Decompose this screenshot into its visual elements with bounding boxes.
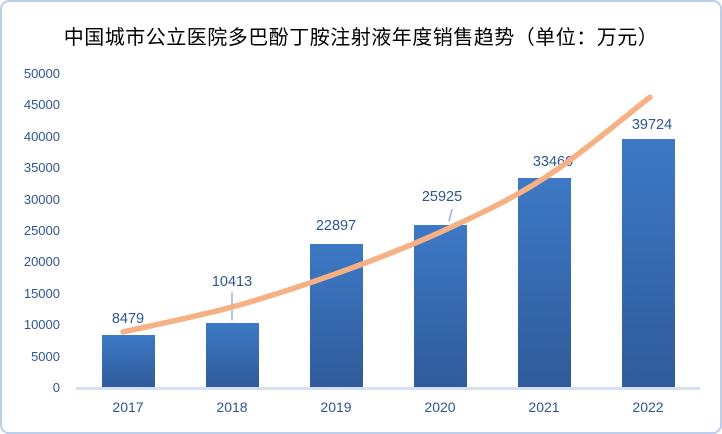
x-axis-label: 2019 bbox=[320, 399, 352, 415]
x-axis-line bbox=[76, 387, 700, 390]
bar-2017 bbox=[101, 334, 155, 387]
y-axis-tick-label: 40000 bbox=[23, 128, 60, 144]
y-axis-tick-label: 25000 bbox=[23, 223, 60, 238]
data-label: 8479 bbox=[111, 310, 145, 327]
y-axis-tick-label: 30000 bbox=[23, 191, 60, 207]
chart-title: 中国城市公立医院多巴酚丁胺注射液年度销售趋势（单位：万元） bbox=[63, 27, 659, 49]
data-label: 22897 bbox=[315, 218, 357, 235]
y-axis-tick-label: 20000 bbox=[23, 254, 60, 270]
y-axis-tick-label: 35000 bbox=[23, 160, 60, 176]
x-axis-label: 2020 bbox=[424, 399, 456, 415]
x-axis-label: 2022 bbox=[632, 399, 664, 415]
data-label: 33460 bbox=[532, 153, 574, 170]
bar-2020 bbox=[413, 225, 467, 387]
bar-2019 bbox=[309, 244, 363, 387]
trend-line bbox=[120, 94, 653, 335]
y-axis-tick-label: 10000 bbox=[23, 317, 60, 333]
label-leader-line bbox=[448, 208, 453, 222]
y-axis-tick-label: 50000 bbox=[23, 66, 60, 81]
y-axis-tick-label: 45000 bbox=[23, 97, 60, 113]
x-axis-label: 2018 bbox=[216, 399, 248, 415]
x-axis-label: 2021 bbox=[528, 399, 560, 415]
y-axis-tick-label: 5000 bbox=[31, 348, 60, 364]
x-axis-label: 2017 bbox=[112, 399, 144, 415]
data-label: 39724 bbox=[631, 116, 673, 133]
data-label: 25925 bbox=[421, 189, 463, 206]
y-axis-tick-label: 0 bbox=[52, 380, 60, 395]
data-label: 10413 bbox=[211, 273, 253, 290]
bar-2018 bbox=[205, 322, 259, 387]
bar-2021 bbox=[517, 177, 571, 387]
bar-2022 bbox=[621, 138, 675, 387]
y-axis-tick-label: 15000 bbox=[23, 285, 60, 301]
